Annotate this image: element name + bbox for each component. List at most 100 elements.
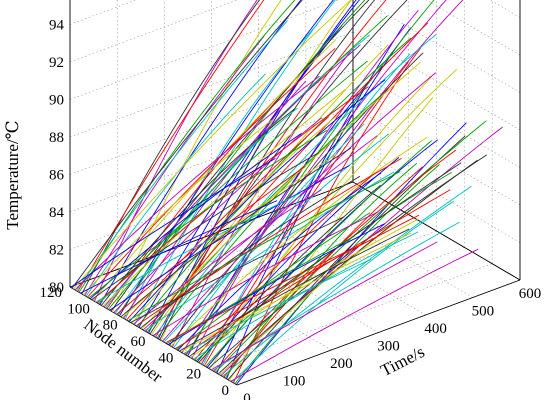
series-line xyxy=(110,0,370,312)
x-tick-label: 500 xyxy=(472,304,495,320)
grid-line xyxy=(352,69,521,168)
series-line xyxy=(149,0,408,335)
series-line xyxy=(176,212,371,350)
y-tick-label: 100 xyxy=(67,301,90,317)
series-line xyxy=(203,62,409,367)
series-line xyxy=(160,0,352,341)
series-line xyxy=(170,137,428,347)
x-tick-label: 200 xyxy=(330,356,353,372)
series-line xyxy=(208,154,488,369)
series-line xyxy=(123,80,307,319)
series-line xyxy=(95,192,301,303)
z-tick-label: 82 xyxy=(49,243,64,259)
series-line xyxy=(146,140,333,333)
series-line xyxy=(91,152,320,301)
grid-line xyxy=(489,0,521,18)
series-line xyxy=(152,211,378,336)
series-line xyxy=(174,214,420,350)
series-line xyxy=(133,189,322,325)
x-tick-label: 100 xyxy=(283,374,306,390)
series-line xyxy=(100,108,296,306)
series-line xyxy=(192,231,419,360)
series-line xyxy=(99,0,302,305)
y-tick-label: 60 xyxy=(131,334,146,350)
series-line xyxy=(137,37,412,327)
series-line xyxy=(177,172,382,351)
y-tick-label: 120 xyxy=(40,285,63,301)
grid-line xyxy=(117,269,285,368)
series-line xyxy=(126,116,330,321)
series-line xyxy=(82,119,272,296)
y-axis-title: Node number xyxy=(80,315,166,386)
x-tick-label: 600 xyxy=(519,286,542,302)
series-line xyxy=(185,0,435,356)
series-line xyxy=(142,135,378,331)
grid-line xyxy=(352,31,521,131)
series-line xyxy=(75,20,288,291)
series-line xyxy=(134,0,336,326)
series-line xyxy=(199,68,458,364)
series-line xyxy=(178,228,410,352)
x-tick-label: 400 xyxy=(424,321,447,337)
series-line xyxy=(230,248,479,382)
series-line xyxy=(165,237,377,344)
series-line xyxy=(116,166,306,315)
series-line xyxy=(180,232,412,353)
series-line xyxy=(233,47,422,384)
series-line xyxy=(181,0,447,353)
series-line xyxy=(71,0,303,289)
series-line xyxy=(74,75,320,291)
y-tick-label: 40 xyxy=(158,350,173,366)
y-tick-label: 20 xyxy=(186,367,201,383)
series-line xyxy=(77,0,265,292)
tick-layer: 0100200300400500600020406080100120808284… xyxy=(40,18,542,400)
x-tick-label: 0 xyxy=(243,391,251,400)
grid-line xyxy=(425,0,521,56)
series-line xyxy=(111,0,282,313)
series-line xyxy=(183,258,372,354)
series-line xyxy=(109,165,350,311)
z-tick-label: 80 xyxy=(49,280,64,296)
z-tick-label: 94 xyxy=(49,18,65,34)
series-line xyxy=(127,171,401,322)
grid-line xyxy=(361,0,521,93)
series-line xyxy=(215,120,487,373)
series-line xyxy=(119,0,334,317)
series-line xyxy=(145,22,429,332)
grid-line xyxy=(352,106,521,206)
z-tick-label: 86 xyxy=(49,168,65,184)
series-line xyxy=(84,35,265,296)
series-line xyxy=(166,235,355,345)
axis-edge xyxy=(352,181,521,281)
series-line xyxy=(187,65,384,357)
z-tick-label: 88 xyxy=(49,130,64,146)
series-line xyxy=(98,60,368,305)
series-line xyxy=(73,0,352,290)
z-tick-label: 92 xyxy=(49,55,64,71)
series-line xyxy=(169,52,424,346)
series-line xyxy=(102,89,346,307)
series-line xyxy=(140,175,361,329)
series-line xyxy=(211,241,438,371)
series-line xyxy=(88,129,328,299)
series-line xyxy=(153,34,437,337)
series-line xyxy=(224,162,418,379)
axis-edge xyxy=(69,286,238,386)
z-tick-label: 90 xyxy=(49,93,64,109)
series-line xyxy=(135,158,402,327)
series-line xyxy=(190,218,419,358)
series-line xyxy=(155,0,387,338)
z-axis-title: Temperature/℃ xyxy=(3,120,22,229)
series-line xyxy=(89,133,302,300)
axis-edge xyxy=(236,279,521,386)
series-layer xyxy=(70,0,503,385)
grid-line xyxy=(305,199,473,298)
z-tick-label: 84 xyxy=(49,205,65,221)
series-line xyxy=(231,200,455,383)
series-line xyxy=(70,158,276,288)
series-line xyxy=(209,76,433,370)
series-line xyxy=(130,216,345,323)
y-tick-label: 80 xyxy=(103,318,118,334)
